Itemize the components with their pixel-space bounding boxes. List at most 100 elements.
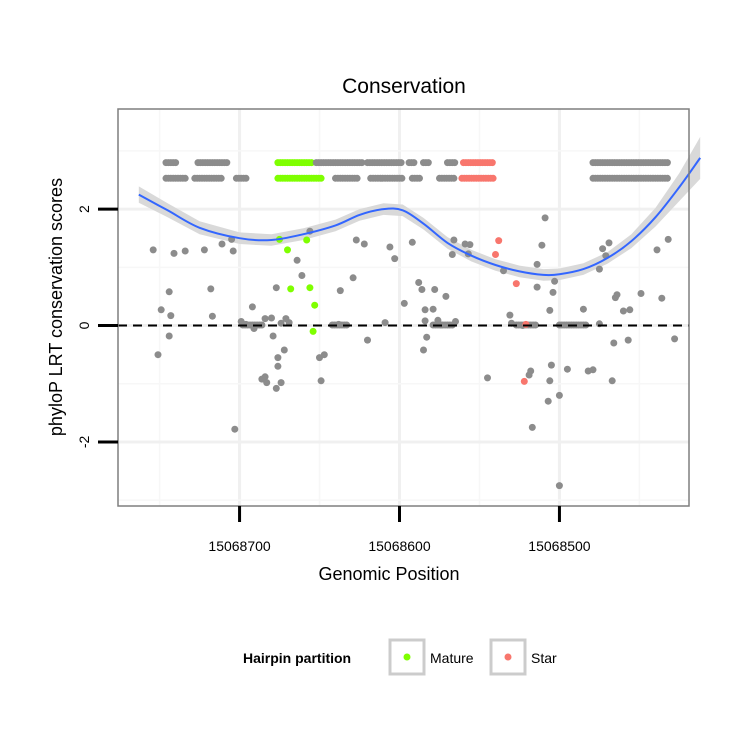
plot-panel: [118, 109, 689, 506]
data-point-other: [452, 318, 459, 325]
data-point-mature: [284, 246, 291, 254]
legend-entry-mature: Mature: [388, 638, 474, 676]
data-point-other: [421, 306, 429, 314]
data-point-other: [280, 346, 288, 354]
data-point-other: [619, 307, 627, 315]
data-point-other: [277, 379, 285, 387]
data-point-other: [352, 236, 360, 244]
data-point-mature: [287, 285, 295, 293]
data-point-other: [421, 317, 429, 325]
data-point-other: [268, 314, 275, 322]
data-point-other: [170, 249, 178, 257]
data-point-other: [154, 351, 162, 359]
data-point-other: [165, 288, 173, 296]
data-point-other: [663, 159, 671, 167]
data-point-other: [555, 391, 563, 399]
data-point-other: [217, 174, 225, 182]
data-point-star: [489, 174, 497, 182]
axes: 15068700 15068600 15068500 -2 0 2: [76, 205, 591, 554]
data-point-other: [664, 235, 672, 243]
data-point-other: [549, 288, 557, 296]
data-point-other: [500, 267, 507, 275]
data-point-other: [167, 312, 175, 320]
data-point-other: [579, 305, 587, 313]
data-point-other: [506, 311, 514, 319]
data-point-other: [484, 374, 491, 382]
data-point-other: [546, 377, 554, 385]
data-point-other: [448, 251, 456, 258]
data-point-other: [269, 332, 277, 340]
data-point-other: [398, 174, 406, 182]
data-point-other: [626, 306, 634, 314]
data-point-other: [551, 277, 559, 285]
data-point-other: [149, 246, 157, 254]
data-point-other: [349, 274, 357, 282]
data-point-other: [200, 246, 208, 254]
data-point-other: [658, 294, 666, 302]
data-point-other: [391, 255, 399, 263]
data-point-other: [410, 159, 418, 167]
data-point-other: [263, 379, 271, 387]
data-point-other: [605, 239, 613, 247]
data-point-other: [532, 321, 539, 329]
data-point-other: [165, 332, 173, 340]
data-point-mature: [311, 301, 319, 309]
data-point-other: [671, 335, 679, 343]
x-tick-label: 15068700: [208, 538, 271, 554]
plot-border: [117, 108, 690, 507]
data-point-other: [431, 286, 439, 293]
data-point-mature: [306, 284, 314, 292]
data-point-other: [274, 362, 282, 370]
data-point-other: [320, 351, 328, 359]
y-tick-label: -2: [76, 436, 92, 449]
data-point-other: [336, 287, 344, 295]
data-point-other: [450, 174, 458, 182]
data-point-other: [207, 285, 215, 293]
data-point-star: [495, 237, 503, 245]
data-point-other: [223, 159, 231, 167]
data-point-other: [595, 265, 603, 273]
x-tick-label: 15068600: [368, 538, 431, 554]
data-point-other: [272, 384, 280, 392]
data-point-mature: [317, 174, 325, 182]
data-point-other: [451, 159, 459, 167]
data-point-other: [450, 236, 458, 244]
y-axis-title: phyloP LRT conservation scores: [46, 178, 66, 436]
data-point-star: [492, 251, 499, 258]
legend-label-mature: Mature: [430, 650, 474, 666]
data-point-mature: [309, 327, 317, 335]
data-point-other: [442, 292, 450, 300]
data-point-mature: [303, 236, 311, 244]
data-point-other: [386, 243, 394, 251]
data-point-other: [589, 366, 597, 374]
data-point-other: [242, 320, 250, 328]
data-point-other: [272, 284, 280, 292]
legend-swatch-mature: [403, 653, 411, 661]
data-point-other: [608, 377, 616, 385]
y-tick-label: 0: [76, 321, 92, 329]
data-point-other: [274, 354, 282, 362]
legend-entry-star: Star: [489, 638, 557, 676]
legend-title: Hairpin partition: [243, 650, 351, 666]
data-point-other: [408, 238, 416, 246]
data-point-other: [250, 325, 258, 332]
data-point-other: [285, 319, 293, 327]
data-point-other: [538, 241, 546, 249]
legend-key-star: [489, 638, 527, 676]
data-point-other: [397, 159, 405, 167]
legend: Hairpin partition Mature Star: [243, 638, 557, 676]
data-point-other: [231, 425, 239, 433]
data-point-other: [360, 240, 368, 248]
data-point-other: [653, 246, 661, 254]
data-point-other: [418, 286, 426, 293]
data-point-other: [415, 279, 423, 286]
data-point-star: [512, 280, 520, 288]
data-point-other: [563, 365, 571, 373]
data-point-other: [358, 159, 366, 167]
x-axis-title: Genomic Position: [318, 564, 459, 584]
data-point-other: [277, 319, 285, 327]
data-point-other: [533, 283, 541, 291]
data-point-other: [400, 299, 408, 307]
data-point-other: [208, 312, 216, 320]
